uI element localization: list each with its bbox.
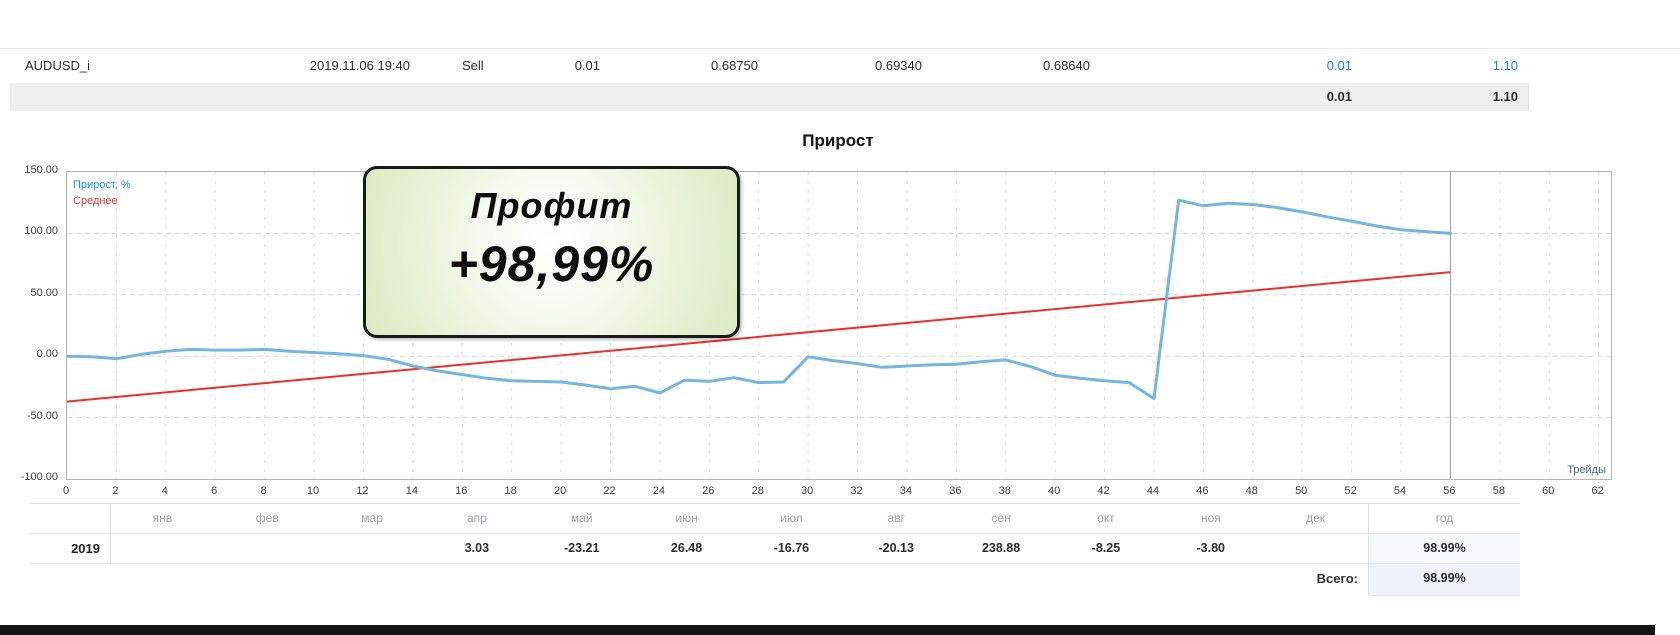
total-label: Всего: (1316, 571, 1358, 586)
month-header: май (570, 511, 593, 525)
x-tick-label: 46 (1196, 485, 1209, 497)
table-rule (30, 563, 1520, 564)
x-tick-label: 26 (702, 485, 715, 497)
x-tick-label: 48 (1245, 485, 1258, 497)
x-tick-label: 8 (260, 485, 267, 497)
x-tick-label: 50 (1295, 485, 1308, 497)
month-header: авг (887, 511, 905, 525)
x-tick-label: 34 (899, 485, 913, 497)
deal-time: 2019.11.06 19:40 (309, 58, 410, 73)
legend-growth-label: Прирост, % (73, 179, 131, 191)
y-tick-label: 50.00 (30, 286, 58, 299)
deal-sl: 0.69340 (875, 58, 922, 73)
x-tick-label: 18 (504, 485, 517, 497)
deal-symbol: AUDUSD_i (25, 58, 91, 73)
x-tick-label: 28 (751, 485, 764, 497)
x-tick-label: 14 (405, 485, 418, 497)
y-tick-label: 150.00 (24, 164, 58, 176)
month-header: ноя (1200, 511, 1221, 525)
x-tick-label: 54 (1393, 485, 1407, 497)
x-tick-label: 32 (850, 485, 863, 497)
table-rule (30, 533, 1520, 534)
x-tick-label: 16 (455, 485, 468, 497)
deal-price: 0.68750 (711, 58, 758, 73)
month-value: -23.21 (564, 541, 600, 555)
bottom-bar (0, 625, 1655, 635)
x-tick-label: 44 (1146, 485, 1160, 497)
total-value: 98.99% (1423, 571, 1466, 585)
deal-type: Sell (462, 58, 484, 73)
chart-title: Прирост (802, 131, 874, 150)
year-header: год (1435, 511, 1454, 525)
year-total-cell (1369, 534, 1520, 563)
deal-tp: 0.68640 (1043, 58, 1090, 73)
month-value: 3.03 (464, 541, 490, 555)
summary-profit-points: 0.01 (1326, 89, 1352, 104)
month-header: мар (361, 511, 383, 525)
summary-profit: 1.10 (1492, 89, 1518, 104)
year-label: 2019 (71, 541, 100, 556)
month-header: фев (255, 511, 279, 525)
x-tick-label: 52 (1344, 485, 1357, 497)
x-tick-label: 40 (1048, 485, 1061, 497)
deal-summary-row: 0.01 1.10 (10, 83, 1529, 111)
table-rule (110, 503, 111, 563)
month-value: 238.88 (981, 541, 1021, 555)
growth-chart[interactable]: Прирост, % Среднее Трейды (66, 171, 1612, 480)
table-rule (30, 503, 1520, 504)
profit-badge-value: +98,99% (448, 236, 655, 292)
x-tick-label: 42 (1097, 485, 1110, 497)
deal-profit-points: 0.01 (1326, 58, 1352, 73)
month-header: сен (991, 511, 1011, 525)
x-tick-label: 58 (1492, 485, 1505, 497)
profit-badge: Профит +98,99% (363, 166, 740, 338)
x-tick-label: 0 (62, 485, 70, 497)
x-tick-label: 2 (112, 485, 119, 497)
x-tick-label: 60 (1542, 485, 1555, 497)
month-header: июл (780, 511, 803, 525)
deal-row[interactable]: AUDUSD_i 2019.11.06 19:40 Sell 0.01 0.68… (0, 48, 1680, 82)
x-tick-label: 6 (211, 485, 218, 497)
month-value: -20.13 (878, 541, 914, 555)
x-tick-label: 24 (652, 485, 666, 497)
legend-average-label: Среднее (73, 195, 118, 207)
year-total-value: 98.99% (1423, 541, 1466, 555)
x-tick-label: 56 (1443, 485, 1456, 497)
table-rule (1368, 503, 1369, 595)
x-tick-label: 22 (603, 485, 616, 497)
x-tick-label: 10 (306, 485, 320, 497)
y-tick-label: 0.00 (36, 348, 58, 361)
month-value: -16.76 (773, 541, 810, 555)
profit-badge-title: Профит (470, 185, 633, 226)
month-value: -3.80 (1196, 541, 1225, 555)
month-header: янв (152, 511, 173, 525)
x-tick-label: 38 (998, 485, 1011, 497)
month-header: дек (1306, 511, 1326, 525)
x-tick-label: 62 (1591, 485, 1604, 497)
month-header: окт (1097, 511, 1115, 525)
x-tick-label: 36 (949, 485, 962, 497)
deal-volume: 0.01 (574, 58, 600, 73)
x-tick-label: 12 (356, 485, 369, 497)
month-value: 26.48 (670, 541, 703, 555)
month-header: июн (675, 511, 698, 525)
y-tick-label: 100.00 (24, 225, 58, 238)
y-tick-label: -100.00 (20, 471, 58, 483)
x-axis-title: Трейды (1567, 464, 1606, 476)
x-tick-label: 30 (800, 485, 814, 497)
deal-profit: 1.10 (1492, 58, 1518, 73)
total-cell (1369, 563, 1520, 596)
x-tick-label: 4 (161, 485, 168, 497)
x-tick-label: 20 (553, 485, 567, 497)
growth-chart-canvas (67, 172, 1611, 479)
y-tick-label: -50.00 (26, 409, 58, 422)
month-header: апр (466, 511, 487, 525)
chart-legend: Прирост, % Среднее (73, 177, 131, 209)
month-value: -8.25 (1091, 541, 1121, 555)
